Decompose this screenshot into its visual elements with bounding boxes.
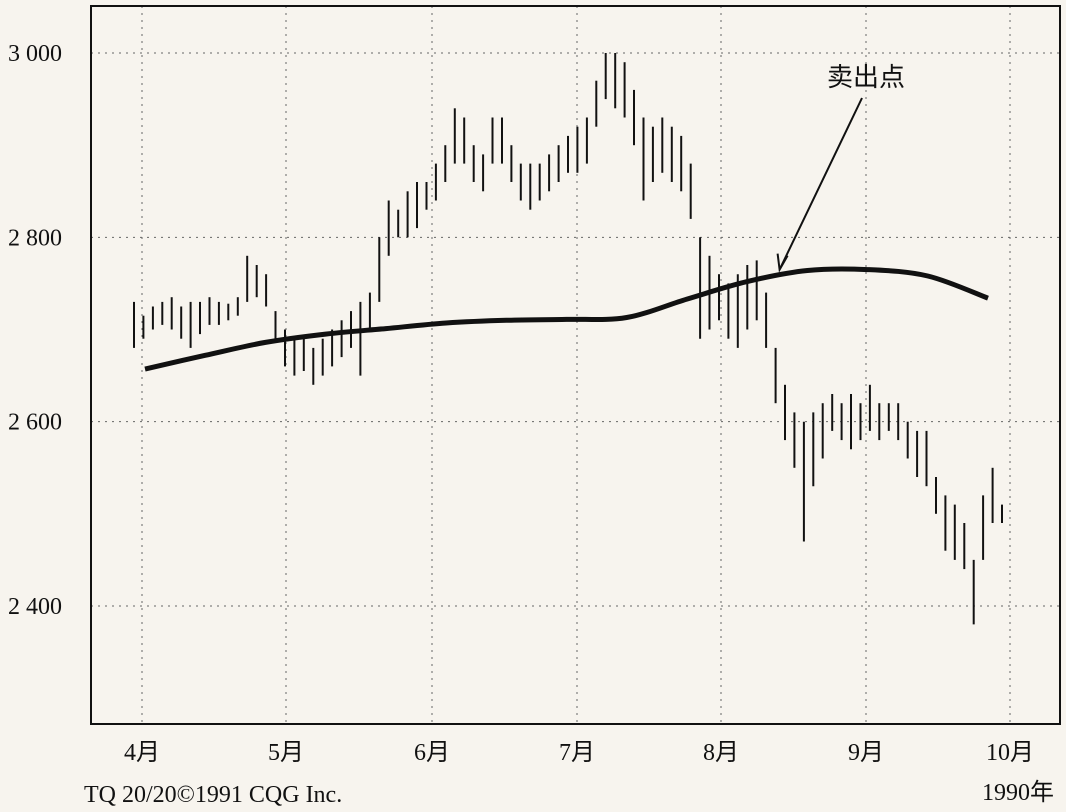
x-axis-ticks: 4月 5月 6月 7月 8月 9月 10月 <box>124 740 1034 766</box>
x-tick-label: 7月 <box>559 740 595 766</box>
year-label: 1990年 <box>982 780 1054 806</box>
annotation-arrow <box>776 97 863 273</box>
y-tick-label: 3 000 <box>8 41 62 67</box>
x-tick-label: 10月 <box>986 740 1034 766</box>
y-axis-ticks: 3 000 2 800 2 600 2 400 <box>8 41 62 620</box>
y-tick-label: 2 800 <box>8 225 62 251</box>
x-tick-label: 9月 <box>848 740 884 766</box>
gridlines <box>91 6 1060 724</box>
moving-average-line <box>144 266 989 372</box>
price-bars <box>133 53 1003 625</box>
y-tick-label: 2 600 <box>8 410 62 436</box>
y-tick-label: 2 400 <box>8 594 62 620</box>
x-tick-label: 5月 <box>268 740 304 766</box>
sell-point-annotation: 卖出点 <box>827 63 905 93</box>
copyright-note: TQ 20/20©1991 CQG Inc. <box>84 782 343 808</box>
x-tick-label: 8月 <box>703 740 739 766</box>
x-tick-label: 4月 <box>124 740 160 766</box>
x-tick-label: 6月 <box>414 740 450 766</box>
plot-frame <box>90 5 1061 725</box>
